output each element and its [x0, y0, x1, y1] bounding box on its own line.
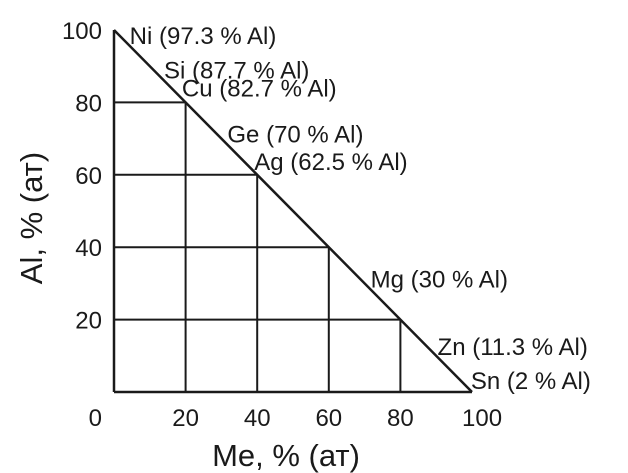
element-label: Si (87.7 % Al) — [164, 58, 309, 85]
element-label: Zn (11.3 % Al) — [438, 334, 588, 361]
x-tick-labels: 0 20 40 60 80 100 — [89, 405, 502, 432]
y-tick-label: 100 — [62, 18, 102, 45]
element-label: Sn (2 % Al) — [471, 368, 591, 395]
element-annotations: Ni (97.3 % Al) Si (87.7 % Al)Cu (82.7 % A… — [130, 23, 591, 395]
y-tick-label: 40 — [75, 235, 102, 262]
x-tick-label: 0 — [89, 405, 102, 432]
y-tick-labels: 20 40 60 80 100 — [62, 18, 102, 335]
element-label: Ag (62.5 % Al) — [254, 149, 407, 176]
y-tick-label: 20 — [75, 308, 102, 335]
element-label: Cu (82.7 % Al) — [182, 76, 337, 103]
grid-lines — [114, 101, 402, 392]
x-tick-label: 20 — [172, 405, 199, 432]
triangle-frame — [112, 29, 473, 394]
element-label: Ni (97.3 % Al) — [130, 23, 277, 50]
x-tick-label: 80 — [387, 405, 414, 432]
y-tick-label: 60 — [75, 163, 102, 190]
element-label: Mg (30 % Al) — [371, 266, 508, 293]
hypotenuse-line — [113, 29, 473, 393]
x-tick-label: 40 — [244, 405, 271, 432]
x-tick-label: 100 — [462, 405, 502, 432]
x-axis-title: Me, % (ат) — [212, 438, 360, 473]
y-tick-label: 80 — [75, 90, 102, 117]
x-tick-label: 60 — [315, 405, 342, 432]
element-label: Ge (70 % Al) — [227, 122, 363, 149]
y-axis-title: Al, % (ат) — [14, 152, 49, 284]
